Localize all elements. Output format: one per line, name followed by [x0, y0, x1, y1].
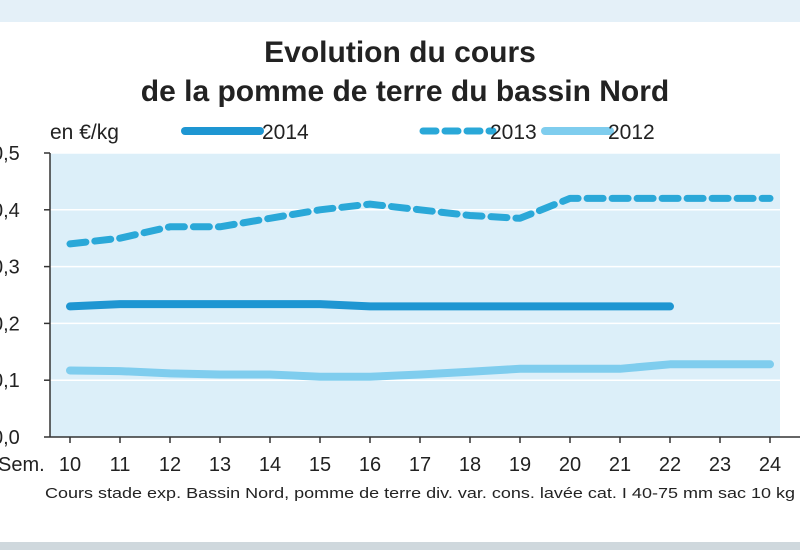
chart-title-line-1: Evolution du cours: [264, 36, 536, 69]
x-tick-label: 12: [159, 454, 181, 476]
y-tick-label: 0,1: [0, 370, 20, 392]
x-tick-label: 14: [259, 454, 281, 476]
legend: 2014 2013 2012: [181, 121, 655, 144]
x-tick-label: 23: [709, 454, 731, 476]
chart-title-line-2: de la pomme de terre du bassin Nord: [141, 75, 669, 108]
x-tick-label: 21: [609, 454, 631, 476]
x-axis-label: Sem.: [0, 454, 45, 476]
page-top-band: [0, 0, 800, 22]
x-tick-label: 24: [759, 454, 781, 476]
series-line-2014: [66, 300, 674, 311]
y-tick-label: 0,5: [0, 143, 20, 165]
legend-label-2012: 2012: [608, 121, 655, 144]
y-axis-label: en €/kg: [50, 121, 119, 144]
x-tick-labels: 10 11 12 13 14 15 16 17 18 19 20 21 22 23 24: [59, 454, 781, 476]
page-bottom-band: [0, 542, 800, 550]
series-line-2013: [66, 194, 774, 248]
y-tick-label: 0,0: [0, 427, 20, 449]
series-line-2012: [66, 360, 774, 381]
x-tick-label: 22: [659, 454, 681, 476]
x-tick-label: 11: [110, 454, 131, 476]
x-tick-label: 10: [59, 454, 81, 476]
y-tick-label: 0,4: [0, 200, 20, 222]
x-tick-label: 15: [309, 454, 331, 476]
x-tick-label: 16: [359, 454, 381, 476]
x-tick-label: 13: [209, 454, 231, 476]
legend-label-2013: 2013: [490, 121, 537, 144]
axes: [44, 152, 800, 443]
source-note: Cours stade exp. Bassin Nord, pomme de t…: [45, 486, 795, 502]
y-tick-label: 0,3: [0, 257, 20, 279]
x-tick-label: 17: [409, 454, 431, 476]
x-tick-label: 19: [509, 454, 531, 476]
plot-area: [50, 153, 780, 437]
series-layer: [66, 194, 774, 381]
x-tick-label: 18: [459, 454, 481, 476]
y-tick-label: 0,2: [0, 313, 20, 335]
x-tick-label: 20: [559, 454, 581, 476]
grid-lines: [50, 152, 780, 381]
legend-label-2014: 2014: [262, 121, 309, 144]
y-tick-labels: 0,0 0,1 0,2 0,3 0,4 0,5: [0, 143, 20, 449]
